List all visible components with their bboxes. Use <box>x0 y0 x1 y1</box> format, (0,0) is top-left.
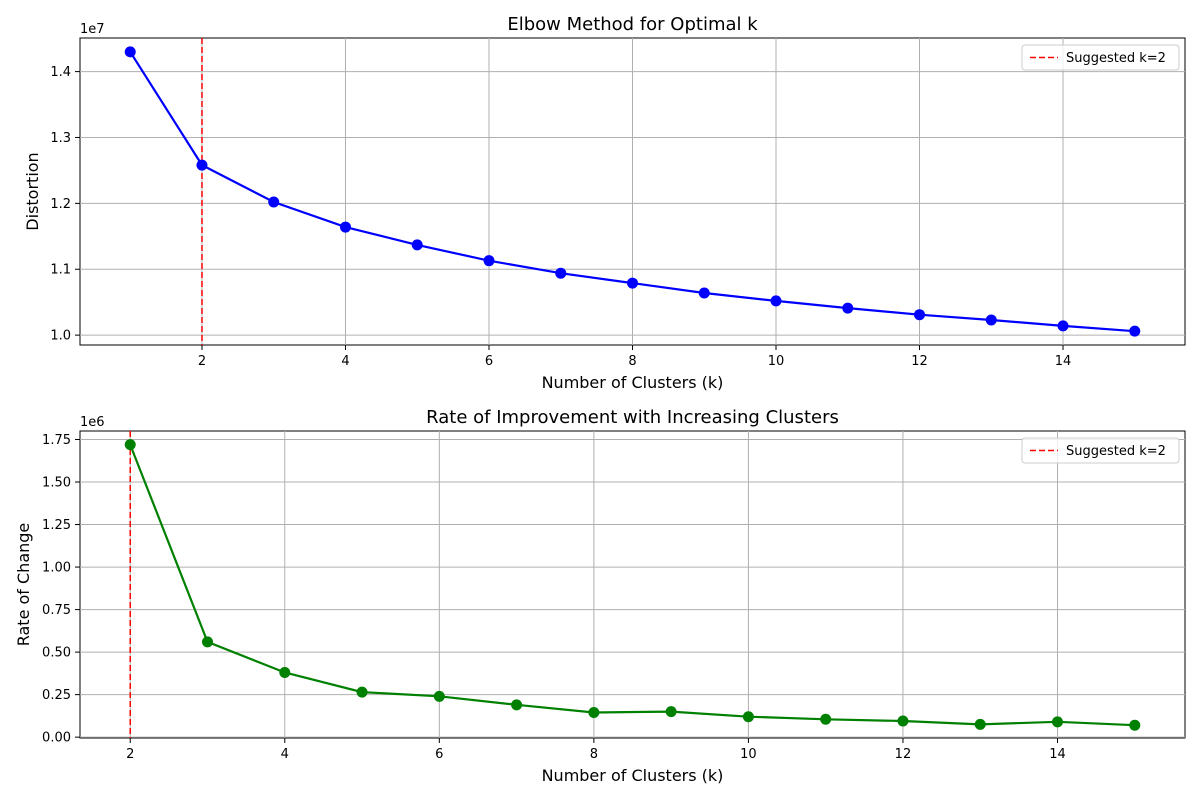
y-tick-label: 1.00 <box>42 561 71 576</box>
legend: Suggested k=2 <box>1021 437 1180 464</box>
elbow-chart: 2 4 6 8 10 12 14 1.0 1.1 1.2 1.3 1.4 Elbow Method … <box>23 14 1186 392</box>
y-offset-label: 1e6 <box>80 415 105 430</box>
y-tick-label: 0.50 <box>42 646 71 661</box>
x-tick-label: 10 <box>768 354 785 369</box>
y-tick-label: 0.75 <box>42 603 71 618</box>
plot-frame <box>79 430 1186 739</box>
x-tick-label: 10 <box>740 747 757 762</box>
data-point <box>842 302 854 314</box>
chart-title: Elbow Method for Optimal k <box>507 14 758 35</box>
data-point <box>196 159 208 171</box>
x-tick-label: 6 <box>435 747 443 762</box>
y-tick-label: 1.1 <box>50 263 71 278</box>
x-tick-label: 8 <box>590 747 598 762</box>
grid-lines <box>80 38 1185 345</box>
data-point <box>1129 325 1141 337</box>
y-tick-label: 0.00 <box>42 731 71 746</box>
data-point <box>1052 716 1063 728</box>
chart-title: Rate of Improvement with Increasing Clus… <box>426 407 839 428</box>
data-point <box>555 267 567 279</box>
data-points <box>124 439 1141 731</box>
y-axis-label: Distortion <box>23 152 42 230</box>
data-point <box>433 690 445 702</box>
data-point <box>356 686 368 698</box>
x-axis-label: Number of Clusters (k) <box>542 766 724 785</box>
rate-chart: 2 4 6 8 10 12 14 0.00 0.25 0.50 0.75 1.00 1.25 1.50 1… <box>14 407 1186 785</box>
legend-entry: Suggested k=2 <box>1066 444 1166 459</box>
x-ticks: 2 4 6 8 10 12 14 <box>126 738 1066 762</box>
legend-entry: Suggested k=2 <box>1066 51 1166 66</box>
y-offset-label: 1e7 <box>80 22 105 37</box>
data-point <box>742 711 754 723</box>
grid-lines <box>80 431 1185 738</box>
y-tick-label: 1.25 <box>42 518 71 533</box>
y-tick-label: 1.75 <box>42 433 71 448</box>
data-point <box>985 314 997 326</box>
data-points <box>124 46 1141 337</box>
data-point <box>665 706 677 718</box>
data-point <box>897 715 909 727</box>
x-ticks: 2 4 6 8 10 12 14 <box>198 345 1071 369</box>
x-tick-label: 12 <box>911 354 928 369</box>
y-tick-label: 1.3 <box>50 131 71 146</box>
data-point <box>411 239 423 251</box>
data-point <box>124 46 136 58</box>
x-tick-label: 6 <box>485 354 493 369</box>
data-point <box>483 255 495 267</box>
y-ticks: 0.00 0.25 0.50 0.75 1.00 1.25 1.50 1.75 <box>42 433 80 746</box>
y-tick-label: 1.4 <box>50 65 71 80</box>
data-point <box>1057 320 1069 332</box>
x-tick-label: 14 <box>1055 354 1072 369</box>
data-point <box>974 718 986 730</box>
data-point <box>202 636 213 648</box>
series-line <box>129 444 1135 727</box>
legend-box <box>1021 437 1180 464</box>
data-point <box>268 196 280 208</box>
data-point <box>339 221 351 233</box>
x-tick-label: 8 <box>628 354 636 369</box>
y-axis-label: Rate of Change <box>14 523 33 647</box>
x-tick-label: 2 <box>198 354 206 369</box>
data-point <box>279 667 291 679</box>
x-tick-label: 4 <box>341 354 349 369</box>
x-tick-label: 4 <box>281 747 289 762</box>
data-point <box>914 309 926 321</box>
y-ticks: 1.0 1.1 1.2 1.3 1.4 <box>50 65 80 344</box>
data-point <box>511 699 523 711</box>
data-point <box>698 287 710 299</box>
y-tick-label: 1.0 <box>50 329 71 344</box>
legend-box <box>1021 44 1180 71</box>
data-point <box>1129 719 1141 731</box>
x-tick-label: 14 <box>1049 747 1066 762</box>
data-point <box>124 439 136 451</box>
y-tick-label: 1.2 <box>50 197 71 212</box>
x-tick-label: 12 <box>895 747 912 762</box>
x-tick-label: 2 <box>126 747 134 762</box>
data-point <box>820 713 832 725</box>
x-axis-label: Number of Clusters (k) <box>542 373 724 392</box>
data-point <box>588 706 600 718</box>
data-point <box>770 295 782 307</box>
y-tick-label: 1.50 <box>42 476 71 491</box>
legend: Suggested k=2 <box>1021 44 1180 71</box>
y-tick-label: 0.25 <box>42 688 71 703</box>
data-point <box>627 277 638 289</box>
